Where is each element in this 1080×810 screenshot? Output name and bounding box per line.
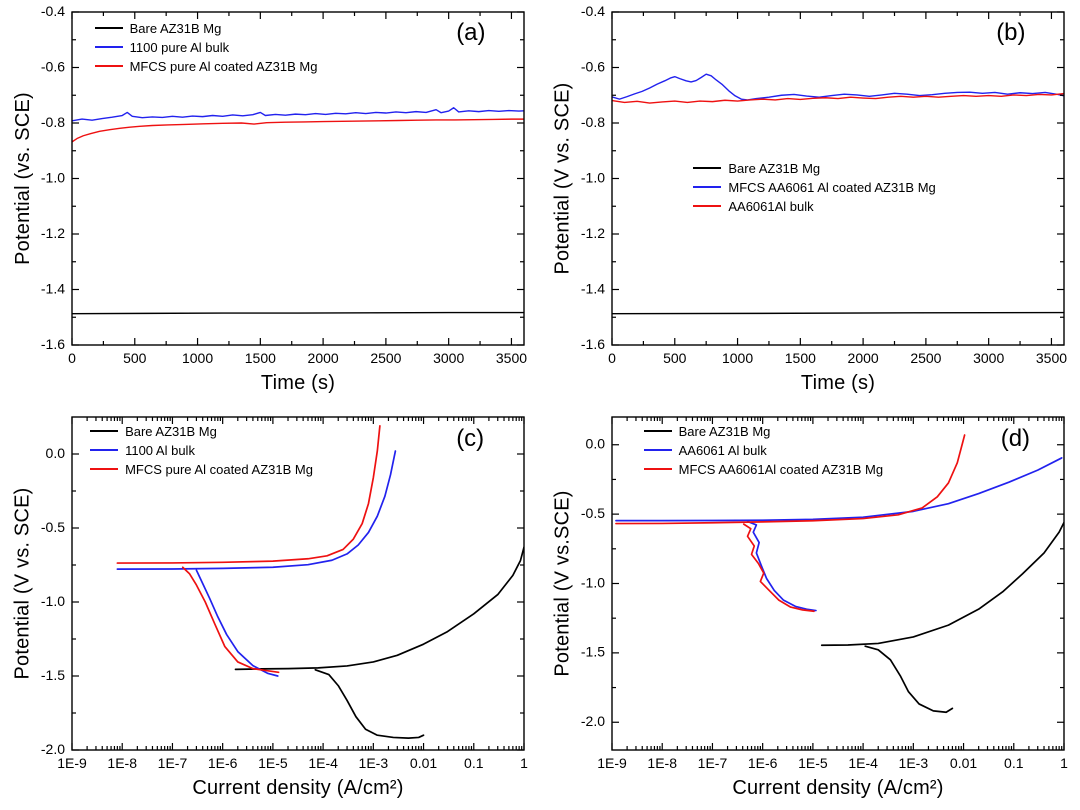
y-axis-label: Potential (V vs. SCE) [551, 82, 574, 275]
legend-item: Bare AZ31B Mg [693, 159, 935, 178]
panel-letter: (c) [456, 425, 485, 453]
legend-item-label: MFCS AA6061 Al coated AZ31B Mg [728, 179, 936, 195]
legend-line-sample [643, 430, 672, 433]
legend-item: MFCS pure Al coated AZ31B Mg [94, 57, 318, 76]
legend-item-label: Bare AZ31B Mg [129, 20, 222, 36]
chart-canvas-a [0, 0, 540, 405]
y-axis-label: Potential (vs. SCE) [11, 92, 34, 265]
legend-item-label: MFCS AA6061Al coated AZ31B Mg [678, 461, 884, 477]
legend-item-label: MFCS pure Al coated AZ31B Mg [125, 461, 313, 477]
panel-c: Current density (A/cm²) Potential (V vs. … [0, 405, 540, 810]
legend-line-sample [90, 430, 119, 433]
legend-line-sample [693, 205, 722, 208]
legend-item: Bare AZ31B Mg [643, 422, 884, 441]
y-axis-label: Potential (V vs. SCE) [11, 487, 34, 680]
legend-line-sample [94, 46, 123, 49]
legend-item-label: 1100 Al bulk [125, 442, 195, 458]
legend: Bare AZ31B Mg AA6061 Al bulk MFCS AA6061Al… [643, 422, 884, 479]
y-axis-label-wrap: Potential (vs. SCE) [0, 12, 46, 345]
panel-letter: (d) [1000, 425, 1031, 453]
legend-line-sample [693, 167, 722, 170]
legend-item: Bare AZ31B Mg [90, 422, 313, 441]
legend-item-label: AA6061 Al bulk [678, 442, 767, 458]
legend-item-label: 1100 pure Al bulk [129, 39, 230, 55]
panel-letter: (a) [456, 18, 486, 46]
legend-line-sample [90, 468, 119, 471]
legend-line-sample [693, 186, 722, 189]
y-axis-label: Potential (V vs.SCE) [551, 490, 574, 677]
legend-item-label: MFCS pure Al coated AZ31B Mg [129, 58, 318, 74]
x-axis-label: Time (s) [800, 372, 876, 394]
x-axis-label: Current density (A/cm²) [192, 777, 404, 799]
legend-line-sample [94, 27, 123, 30]
chart-canvas-b [540, 0, 1080, 405]
x-axis-label: Current density (A/cm²) [732, 777, 944, 799]
y-axis-label-wrap: Potential (V vs. SCE) [0, 417, 46, 750]
legend: Bare AZ31B Mg 1100 Al bulk MFCS pure Al co… [90, 422, 313, 479]
legend-item: 1100 pure Al bulk [94, 38, 318, 57]
legend-item: AA6061Al bulk [693, 197, 935, 216]
chart-canvas-c [0, 405, 540, 810]
y-axis-label-wrap: Potential (V vs. SCE) [540, 12, 586, 345]
x-axis-label: Time (s) [260, 372, 336, 394]
panel-b: Time (s) Potential (V vs. SCE) (b) Bare AZ3… [540, 0, 1080, 405]
legend-line-sample [643, 468, 672, 471]
legend-item: MFCS AA6061Al coated AZ31B Mg [643, 460, 884, 479]
chart-canvas-d [540, 405, 1080, 810]
legend-item-label: Bare AZ31B Mg [678, 423, 771, 439]
y-axis-label-wrap: Potential (V vs.SCE) [540, 417, 586, 750]
legend-item: MFCS pure Al coated AZ31B Mg [90, 460, 313, 479]
legend-item: Bare AZ31B Mg [94, 19, 318, 38]
legend-item-label: AA6061Al bulk [728, 198, 814, 214]
legend-line-sample [643, 449, 672, 452]
legend: Bare AZ31B Mg 1100 pure Al bulk MFCS pure … [94, 19, 318, 76]
legend-line-sample [94, 65, 123, 68]
legend-item-label: Bare AZ31B Mg [728, 160, 821, 176]
panel-letter: (b) [996, 18, 1026, 46]
legend-item: MFCS AA6061 Al coated AZ31B Mg [693, 178, 936, 197]
legend-item-label: Bare AZ31B Mg [125, 423, 217, 439]
legend: Bare AZ31B Mg MFCS AA6061 Al coated AZ31B… [693, 159, 936, 216]
panel-a: Time (s) Potential (vs. SCE) (a) Bare AZ31B… [0, 0, 540, 405]
legend-item: AA6061 Al bulk [643, 441, 884, 460]
legend-item: 1100 Al bulk [90, 441, 313, 460]
legend-line-sample [90, 449, 119, 452]
panel-d: Current density (A/cm²) Potential (V vs.S… [540, 405, 1080, 810]
